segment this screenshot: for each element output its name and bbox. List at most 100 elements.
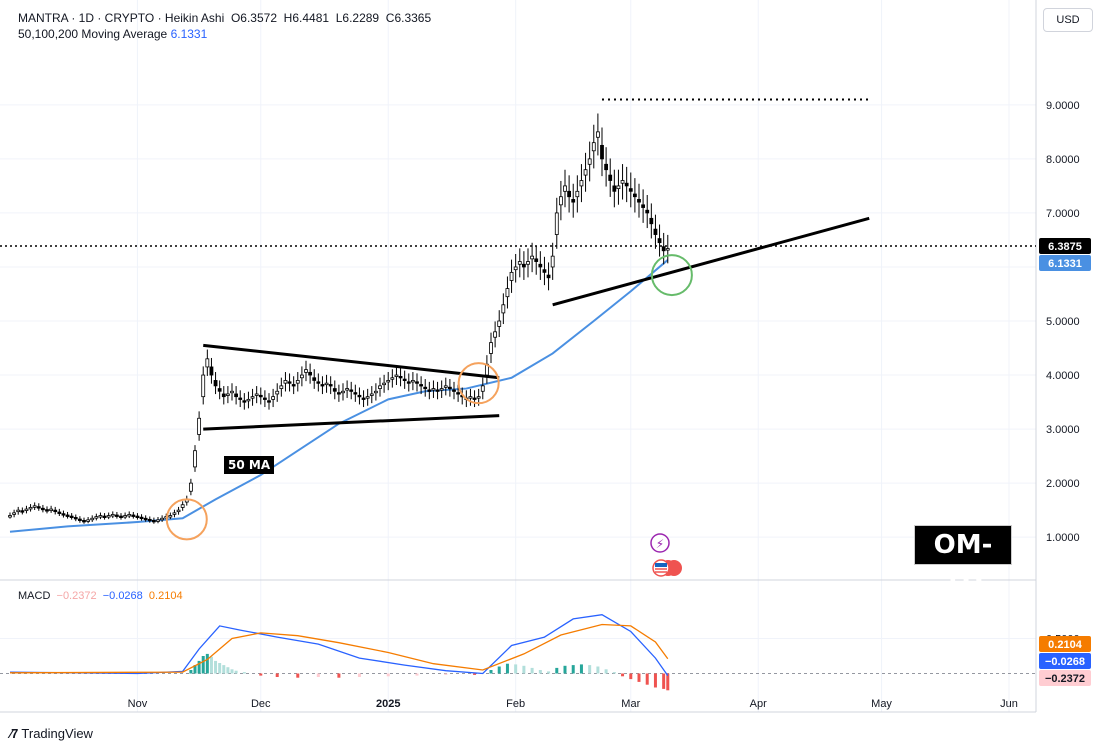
candle-body <box>665 248 670 251</box>
candle-body <box>501 304 506 314</box>
macd-histogram-bar <box>666 673 670 691</box>
candle-body <box>328 384 333 387</box>
indicator-row: 50,100,200 Moving Average 6.1331 <box>18 26 431 42</box>
candle-body <box>180 504 185 508</box>
candle-body <box>320 384 325 387</box>
macd-histogram-bar <box>612 672 616 674</box>
candle-body <box>308 371 313 376</box>
candle-body <box>73 517 78 520</box>
candle-body <box>275 390 280 395</box>
candle-body <box>176 509 181 513</box>
candle-body <box>509 271 514 281</box>
candle-body <box>608 174 613 181</box>
macd-value-label-bg <box>1039 653 1091 669</box>
candle-body <box>649 217 654 225</box>
candle-body <box>16 509 21 513</box>
candle-body <box>600 144 604 160</box>
candle-body <box>8 515 12 518</box>
candle-body <box>604 163 609 171</box>
candle-body <box>497 320 502 327</box>
candle-body <box>480 385 485 392</box>
candle-body <box>40 507 45 511</box>
price-tick-label: 8.0000 <box>1046 154 1080 166</box>
candle-body <box>513 266 518 271</box>
candle-body <box>452 389 456 392</box>
lightning-icon[interactable] <box>650 533 670 553</box>
candle-body <box>234 393 239 398</box>
candle-body <box>221 393 226 398</box>
candle-body <box>45 509 49 512</box>
macd-histogram-bar <box>547 671 551 674</box>
macd-histogram-bar <box>473 673 477 675</box>
symbol-line[interactable]: MANTRA · 1D · CRYPTO · Heikin Ashi <box>18 11 225 25</box>
candle-body <box>538 263 543 268</box>
candle-body <box>336 392 341 395</box>
candle-body <box>225 393 230 396</box>
candle-body <box>238 397 243 400</box>
candle-body <box>250 396 255 399</box>
candle-body <box>324 382 329 386</box>
macd-histogram-bar <box>205 653 209 674</box>
macd-legend-label[interactable]: MACD <box>18 590 51 602</box>
low-label: L <box>335 11 343 25</box>
macd-histogram-bar <box>588 665 592 674</box>
candle-body <box>287 381 292 384</box>
candle-body <box>595 131 600 138</box>
candle-body <box>271 396 276 400</box>
ma-indicator-label[interactable]: 50,100,200 Moving Average <box>18 27 168 41</box>
macd-signal-value: 0.2104 <box>148 590 183 602</box>
macd-histogram-bar <box>337 673 341 678</box>
candle-body <box>616 185 621 190</box>
candle-body <box>312 377 317 381</box>
candle-body <box>341 390 345 394</box>
chart-header: MANTRA · 1D · CRYPTO · Heikin Ashi O6.35… <box>18 10 431 42</box>
macd-histogram-bar <box>489 670 493 674</box>
candle-body <box>620 180 625 184</box>
price-tick-label: 1.0000 <box>1046 532 1080 544</box>
ma-50-line <box>9 259 669 533</box>
close-label: C <box>385 11 395 25</box>
macd-histogram-bar <box>662 673 666 689</box>
macd-histogram-bar <box>596 666 600 674</box>
candle-body <box>390 377 395 380</box>
time-tick-label: Jun <box>1000 698 1018 710</box>
candle-body <box>579 180 584 187</box>
trendline-group[interactable] <box>203 216 870 431</box>
candle-body <box>517 261 522 265</box>
candle-body <box>526 261 530 265</box>
highlight-circle <box>457 362 500 405</box>
candle-body <box>127 514 132 517</box>
candle-body <box>28 507 33 510</box>
macd-histogram-bar <box>645 673 649 685</box>
ma-50-path <box>9 259 669 533</box>
candle-body <box>657 238 662 244</box>
tradingview-logo[interactable]: ⁄7 TradingView <box>10 726 93 741</box>
time-tick-label: Nov <box>128 698 148 710</box>
candle-body <box>254 393 259 396</box>
event-icons[interactable]: ⚡ <box>650 533 682 577</box>
flag-canton <box>655 563 667 567</box>
ma-indicator-value: 6.1331 <box>170 27 208 41</box>
us-flag-icon[interactable] <box>652 559 670 577</box>
candle-body <box>213 380 218 387</box>
candle-body <box>563 185 567 192</box>
currency-button[interactable]: USD <box>1043 8 1093 32</box>
candlestick-series <box>8 113 670 524</box>
candle-body <box>386 380 391 383</box>
candle-body <box>587 158 592 165</box>
price-axis-ticks: 9.00008.00007.00006.00005.00004.00003.00… <box>1046 100 1080 646</box>
macd-histogram-bar <box>563 665 567 674</box>
candle-body <box>476 396 481 399</box>
candle-body <box>521 263 526 268</box>
candle-body <box>49 508 54 511</box>
candle-body <box>641 204 646 208</box>
macd-histogram-bar <box>604 669 608 674</box>
candle-body <box>373 390 378 394</box>
symbol-badge: OM-1D <box>914 525 1012 598</box>
macd-histogram-bar <box>226 667 230 674</box>
time-tick-label: Dec <box>251 698 271 710</box>
candle-body <box>402 378 407 382</box>
candle-body <box>20 510 25 513</box>
candle-body <box>135 515 140 518</box>
